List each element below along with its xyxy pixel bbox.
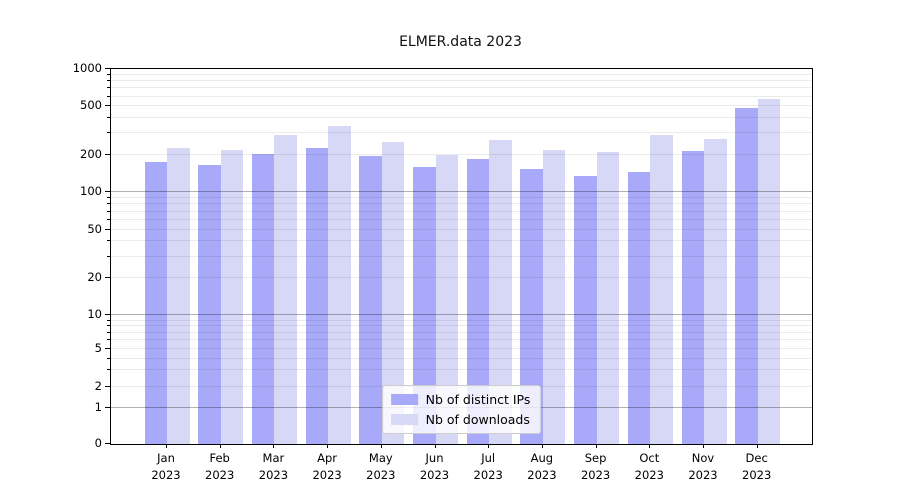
bar-distinct-ips <box>627 172 651 444</box>
bar-distinct-ips <box>681 150 704 444</box>
x-axis-tick-label: Aug 2023 <box>527 451 557 482</box>
y-axis-tick <box>105 228 110 230</box>
y-axis-minor-tick <box>107 203 110 205</box>
legend-swatch-downloads <box>390 414 418 425</box>
x-axis-tick <box>380 444 382 448</box>
legend-item-downloads: Nb of downloads <box>390 412 531 427</box>
bar-downloads <box>650 135 673 444</box>
y-axis-tick-label: 500 <box>80 98 102 113</box>
y-axis-tick <box>105 348 110 350</box>
x-axis-tick-label: Dec 2023 <box>742 451 772 482</box>
y-axis-tick <box>105 443 110 444</box>
y-axis-tick-label: 200 <box>80 146 102 161</box>
y-axis-tick-label: 50 <box>87 221 102 236</box>
y-axis-minor-tick <box>107 95 110 97</box>
y-axis-minor-tick <box>107 369 110 371</box>
legend-item-distinct-ips: Nb of distinct IPs <box>390 392 531 407</box>
y-axis-minor-tick <box>107 319 110 321</box>
x-axis-tick-label: Apr 2023 <box>312 451 342 482</box>
legend-swatch-distinct-ips <box>390 394 418 405</box>
plot-area: Nb of distinct IPs Nb of downloads <box>110 68 813 445</box>
bar-downloads <box>274 134 297 444</box>
bar-distinct-ips <box>305 147 329 444</box>
y-axis-minor-tick <box>107 117 110 119</box>
y-axis-minor-tick <box>107 80 110 81</box>
y-axis-minor-tick <box>107 218 110 220</box>
y-axis-tick <box>105 314 110 316</box>
y-axis-minor-tick <box>107 325 110 327</box>
bar-distinct-ips <box>359 155 382 444</box>
y-axis-tick-label: 2 <box>94 379 102 393</box>
y-axis-tick-label: 20 <box>87 270 102 284</box>
y-axis-minor-tick <box>107 132 110 134</box>
bar-distinct-ips <box>520 168 543 444</box>
bar-downloads <box>381 142 405 444</box>
x-axis-tick-label: Oct 2023 <box>634 451 664 482</box>
x-axis-tick <box>434 444 436 448</box>
bar-downloads <box>704 139 727 444</box>
y-axis-minor-tick <box>107 331 110 333</box>
bar-downloads <box>757 99 781 444</box>
x-axis-tick-label: Nov 2023 <box>688 451 718 482</box>
y-axis-minor-tick <box>107 210 110 212</box>
y-axis-tick <box>105 386 110 387</box>
x-axis-tick <box>595 444 597 448</box>
bar-downloads <box>167 148 190 444</box>
y-axis-minor-tick <box>107 255 110 257</box>
y-axis-minor-tick <box>107 73 110 75</box>
bar-distinct-ips <box>198 165 221 444</box>
y-axis-tick-label: 1000 <box>72 61 102 75</box>
bar-distinct-ips <box>144 161 167 444</box>
legend-label-distinct-ips: Nb of distinct IPs <box>425 392 531 407</box>
x-axis-tick <box>273 444 275 448</box>
bar-distinct-ips <box>251 153 275 444</box>
bar-distinct-ips <box>735 107 758 444</box>
y-axis-tick <box>105 277 110 278</box>
y-axis-minor-tick <box>107 197 110 198</box>
y-axis-minor-tick <box>107 240 110 242</box>
x-axis-tick-label: Sep 2023 <box>580 451 611 482</box>
bar-distinct-ips <box>413 166 436 444</box>
y-axis-tick-label: 5 <box>94 341 102 356</box>
bar-downloads <box>489 140 512 444</box>
y-axis-tick <box>105 153 110 155</box>
bar-downloads <box>596 151 620 444</box>
y-axis-minor-tick <box>107 339 110 341</box>
y-axis-tick <box>105 105 110 107</box>
y-axis-tick <box>105 191 110 193</box>
bar-downloads <box>328 125 351 444</box>
y-axis-minor-tick <box>107 357 110 359</box>
x-axis-tick-label: May 2023 <box>366 451 396 482</box>
bar-distinct-ips <box>466 159 490 444</box>
y-axis-tick-label: 0 <box>94 436 102 450</box>
legend: Nb of distinct IPs Nb of downloads <box>381 385 542 434</box>
y-axis-tick <box>105 68 110 69</box>
x-axis-tick-label: Mar 2023 <box>258 451 289 482</box>
x-axis-tick <box>703 444 704 448</box>
y-axis-tick <box>105 407 110 408</box>
y-axis-tick-label: 10 <box>87 307 102 322</box>
x-axis-tick-label: Jul 2023 <box>473 451 503 482</box>
y-axis-tick-label: 100 <box>80 184 102 199</box>
x-axis-tick <box>756 444 758 448</box>
bar-downloads <box>220 150 244 444</box>
y-axis-tick-label: 1 <box>94 400 102 414</box>
legend-label-downloads: Nb of downloads <box>425 412 530 427</box>
x-axis-tick <box>327 444 329 448</box>
bars-layer <box>111 69 812 444</box>
x-axis-tick <box>541 444 543 448</box>
bar-downloads <box>542 149 566 444</box>
chart-title: ELMER.data 2023 <box>399 34 522 50</box>
x-axis-tick <box>488 444 490 448</box>
x-axis-tick-label: Feb 2023 <box>205 451 235 482</box>
x-axis-tick-label: Jun 2023 <box>419 451 450 482</box>
bar-downloads <box>435 155 458 444</box>
x-axis-tick-label: Jan 2023 <box>151 451 181 482</box>
x-axis-tick <box>649 444 651 448</box>
x-axis-tick <box>166 444 167 448</box>
y-axis-minor-tick <box>107 87 110 89</box>
x-axis-tick <box>219 444 221 448</box>
bar-distinct-ips <box>574 175 597 444</box>
